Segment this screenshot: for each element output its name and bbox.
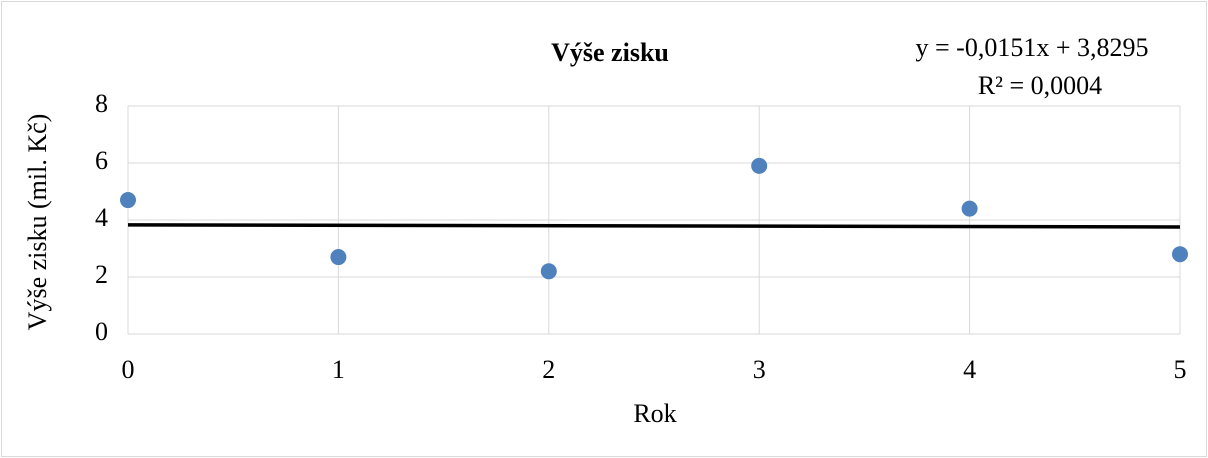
x-axis-title: Rok (633, 399, 676, 428)
x-tick-label: 2 (542, 355, 555, 384)
y-tick-label: 6 (95, 146, 108, 175)
y-axis-title: Výše zisku (mil. Kč) (23, 114, 52, 331)
x-tick-label: 0 (122, 355, 135, 384)
y-tick-label: 4 (95, 203, 108, 232)
x-tick-label: 3 (753, 355, 766, 384)
trendline-r-squared: R² = 0,0004 (978, 71, 1102, 100)
trendline-equation: y = -0,0151x + 3,8295 (916, 33, 1149, 62)
y-tick-label: 0 (95, 317, 108, 346)
y-tick-label: 8 (95, 89, 108, 118)
x-tick-label: 4 (963, 355, 976, 384)
x-tick-label: 1 (332, 355, 345, 384)
y-tick-label: 2 (95, 260, 108, 289)
chart-title: Výše zisku (551, 38, 669, 67)
data-point (961, 200, 978, 217)
data-point (1172, 246, 1188, 263)
data-point (330, 249, 347, 266)
data-point (751, 157, 768, 174)
data-point (120, 192, 136, 209)
trendline (127, 223, 1181, 229)
data-point (540, 263, 557, 280)
x-tick-label: 5 (1174, 355, 1187, 384)
